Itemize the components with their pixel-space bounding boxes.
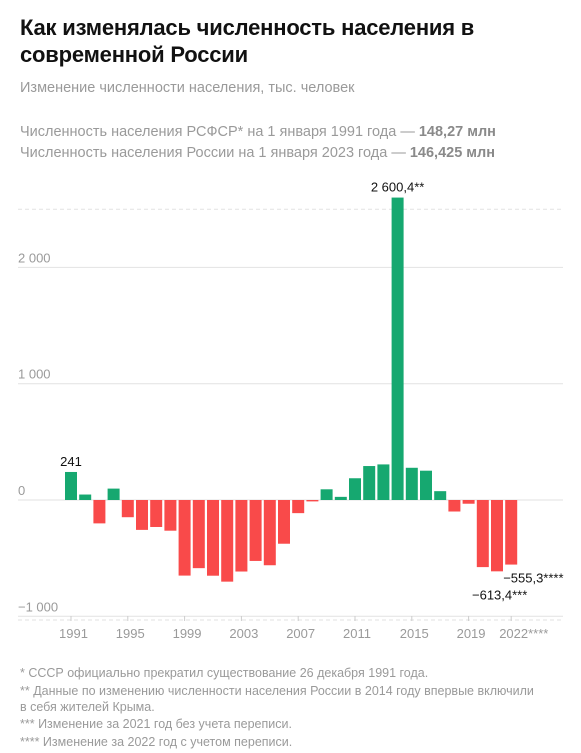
bar-1991	[65, 471, 77, 500]
population-2023-value: 146,425 млн	[409, 145, 495, 161]
y-tick-label: 0	[18, 483, 25, 498]
chart-subtitle: Изменение численности населения, тыс. че…	[20, 80, 355, 96]
x-tick-label: 2007	[286, 626, 315, 641]
x-tick-label: 1999	[173, 626, 202, 641]
bar-2008	[306, 500, 319, 502]
data-label-2014: 2 600,4**	[371, 180, 425, 195]
bar-2015	[405, 467, 418, 500]
bar-1992	[79, 494, 92, 500]
footnote-4: **** Изменение за 2022 год с учетом пере…	[20, 735, 293, 749]
bar-2002	[221, 500, 234, 582]
bar-2020	[476, 500, 489, 568]
data-label-1991: 241	[60, 454, 82, 469]
data-label-2022: −555,3****	[503, 571, 563, 586]
chart-title: Как изменялась численность населения в с…	[20, 15, 475, 67]
data-label-2021: −613,4***	[472, 587, 527, 602]
bar-2019	[462, 500, 475, 504]
x-tick-label: 2022****	[499, 626, 548, 641]
population-1991-value: 148,27 млн	[418, 124, 496, 140]
bar-2016	[420, 470, 432, 500]
footnote-1: * СССР официально прекратил существовани…	[20, 666, 429, 680]
bar-2021	[491, 500, 503, 572]
y-tick-label: −1 000	[18, 599, 58, 614]
bar-2000	[192, 500, 205, 569]
bar-1997	[150, 500, 163, 527]
footnote-2: ** Данные по изменению численности насел…	[20, 684, 534, 714]
bar-2007	[292, 500, 305, 514]
y-tick-label: 2 000	[18, 250, 51, 265]
population-1991-text: Численность населения РСФСР* на 1 января…	[20, 124, 419, 140]
x-tick-label: 1995	[116, 626, 145, 641]
bar-1994	[107, 488, 120, 500]
bar-1996	[136, 500, 148, 530]
x-tick-label: 2019	[457, 626, 486, 641]
bar-2010	[334, 496, 347, 500]
bar-2017	[434, 491, 447, 500]
bar-2005	[263, 500, 276, 566]
bar-2004	[249, 500, 262, 561]
population-change-chart: −1 000 0 1 000 2 000 1991 1995 1999 2003 2007 201…	[18, 180, 564, 641]
x-tick-label: 2015	[400, 626, 429, 641]
bar-2018	[448, 500, 461, 512]
population-2023-note: Численность населения России на 1 января…	[20, 145, 495, 161]
bar-2009	[320, 489, 333, 500]
footnote-3: *** Изменение за 2021 год без учета пере…	[20, 717, 292, 731]
x-tick-label: 2003	[229, 626, 258, 641]
y-tick-label: 1 000	[18, 367, 51, 382]
bar-2012	[363, 466, 376, 500]
bar-2011	[349, 478, 361, 500]
bar-2022	[505, 500, 518, 565]
bar-1999	[178, 500, 191, 576]
x-tick-label: 2011	[343, 626, 371, 641]
bar-2014	[391, 197, 404, 500]
x-tick-label: 1991	[59, 626, 88, 641]
bar-2001	[207, 500, 219, 576]
bar-1995	[121, 500, 134, 518]
population-2023-text: Численность населения России на 1 января…	[20, 145, 410, 161]
bar-2006	[278, 500, 290, 544]
bar-2013	[377, 464, 390, 500]
population-1991-note: Численность населения РСФСР* на 1 января…	[20, 124, 496, 140]
bar-2003	[235, 500, 248, 572]
bar-1993	[93, 500, 106, 524]
bar-1998	[164, 500, 177, 531]
